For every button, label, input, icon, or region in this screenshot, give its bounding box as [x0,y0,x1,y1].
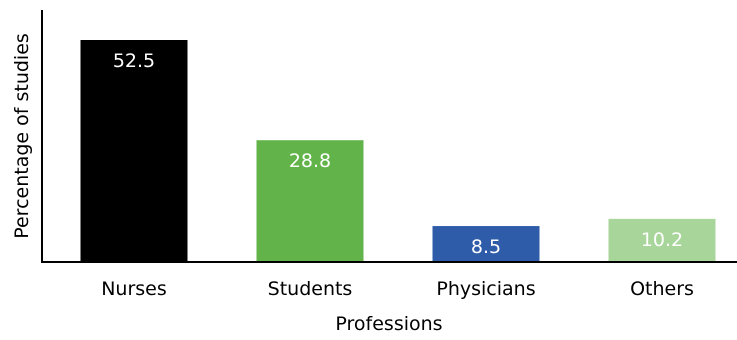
data-label-students: 28.8 [289,150,331,172]
data-label-nurses: 52.5 [113,50,155,72]
x-tick-label-others: Others [630,278,694,300]
bar-students [256,140,364,262]
bar-physicians [432,226,540,262]
bar-others [608,218,716,262]
x-tick-label-nurses: Nurses [101,278,167,300]
x-axis-label: Professions [335,313,442,335]
y-axis-label: Percentage of studies [11,33,33,239]
bars-group: 52.5 28.8 8.5 10.2 [80,40,716,262]
bar-nurses [80,40,188,262]
x-tick-labels: Nurses Students Physicians Others [101,278,694,300]
x-tick-label-physicians: Physicians [436,278,535,300]
data-label-others: 10.2 [641,229,683,251]
x-tick-label-students: Students [268,278,353,300]
data-label-physicians: 8.5 [471,236,501,258]
